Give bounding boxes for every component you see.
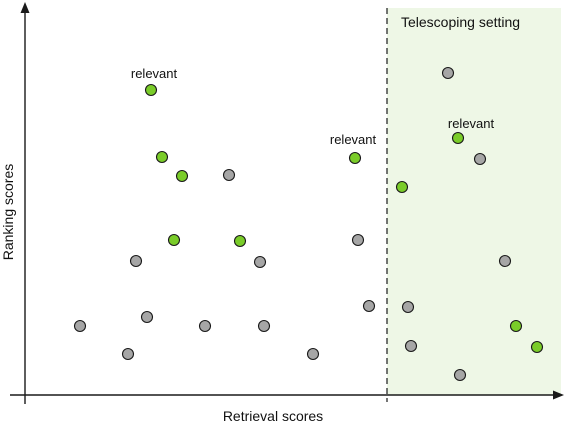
non-relevant-point [351,233,365,247]
relevant-point [144,83,158,97]
points-group [73,66,544,382]
relevant-annotation: relevant [330,132,377,147]
non-relevant-point [253,255,267,269]
non-relevant-point [441,66,455,80]
non-relevant-point [121,347,135,361]
relevant-point [175,169,189,183]
non-relevant-point [401,300,415,314]
x-axis-arrow-icon [553,390,564,400]
non-relevant-point [222,168,236,182]
non-relevant-point [140,310,154,324]
relevant-point [451,131,465,145]
relevant-point [233,234,247,248]
y-axis-label: Ranking scores [0,164,16,261]
relevant-point [395,180,409,194]
non-relevant-point [404,339,418,353]
non-relevant-point [198,319,212,333]
relevant-point [155,150,169,164]
non-relevant-point [362,299,376,313]
non-relevant-point [453,368,467,382]
relevant-annotation: relevant [131,66,178,81]
relevant-annotation: relevant [448,116,495,131]
x-axis-label: Retrieval scores [223,408,323,424]
non-relevant-point [498,254,512,268]
non-relevant-point [129,254,143,268]
non-relevant-point [73,319,87,333]
non-relevant-point [473,152,487,166]
non-relevant-point [306,347,320,361]
y-axis-arrow-icon [20,2,30,13]
relevant-point [348,151,362,165]
telescoping-region [387,8,561,395]
relevant-point [167,233,181,247]
region-label: Telescoping setting [401,14,520,30]
non-relevant-point [257,319,271,333]
relevant-point [530,340,544,354]
relevant-point [509,319,523,333]
